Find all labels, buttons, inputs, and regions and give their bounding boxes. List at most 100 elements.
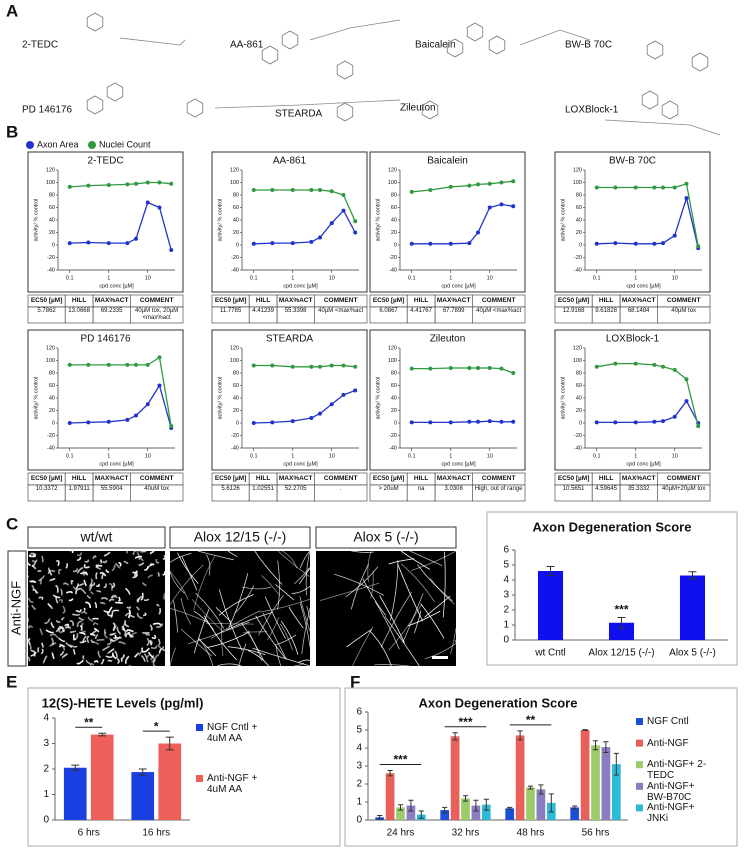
y-tick-label: 2 [43,764,49,775]
table-header-box: HILL [599,475,613,482]
table-value-box: 40µM <max%act [318,308,363,314]
chart-frame [211,329,368,471]
y-tick-label: -40 [389,445,397,451]
y-tick-label: 80 [49,370,55,376]
neurite [39,628,44,636]
table-header-box: EC50 [µM] [558,297,590,304]
neurite [261,575,281,597]
structure-ring [261,45,279,65]
table-header: MAX%ACT [621,475,656,482]
y-tick-label: 120 [230,345,239,351]
table-value: 40uM tox [144,486,169,492]
y-tick-label: 0 [356,815,362,826]
table-header-box: MAX%ACT [437,297,471,304]
legend-label: NGF Cntl + 4uM AA [207,722,258,744]
neurite [151,634,157,640]
neurite [109,583,113,591]
neurite [390,560,399,621]
column-header: Alox 12/15 (-/-) [194,529,287,545]
table-value-box: 55.5904 [101,486,123,492]
neurite [68,598,74,602]
neurite [127,632,134,638]
table-cell [130,306,184,324]
y-axis-label: activity/ % control [217,199,223,242]
neurite [78,616,85,621]
neurite [234,585,255,614]
x-axis-label: cpd conc [µM] [283,461,318,467]
neurite [92,555,97,560]
neurite [87,616,94,623]
fit-line [253,189,356,222]
y-tick-label: 20 [233,408,239,414]
error-bar [548,793,554,813]
neurite [82,570,86,576]
structure-ring [421,100,439,120]
y-tick-label: 60 [233,383,239,389]
neurite [294,662,305,667]
error-bar [377,815,383,820]
y-tick-label: -20 [231,255,239,261]
neurite [65,563,69,569]
neurite [31,604,37,611]
neurite [94,634,99,639]
table-header: HILL [255,297,271,304]
legend-swatch [196,724,203,731]
x-axis-label: cpd conc [µM] [441,461,476,467]
error-bar [538,784,544,795]
neurite [38,596,44,601]
neurite [132,571,138,574]
table-header: EC50 [µM] [372,475,405,482]
y-tick-label: 40 [391,395,397,401]
y-tick-label: 0 [579,420,582,426]
x-tick-label: 10 [329,275,335,281]
neurite [134,570,138,576]
structure-ring [466,22,484,42]
neurite [177,552,199,584]
bar [580,730,590,820]
x-tick-label: 10 [145,453,151,459]
column-header-box [27,526,166,549]
neurite [297,659,311,663]
table-value: 4.59645 [595,486,617,492]
neurite [141,647,144,652]
row-header-box [7,550,27,667]
neurite [75,587,81,595]
table-value: High, out of range [474,486,523,492]
chart-frame [27,151,184,293]
neurite [30,651,37,657]
neurite [78,582,84,587]
neurite [122,628,127,637]
table-header-box: COMMENT [667,475,701,482]
x-tick-label: wt Cntl [534,648,566,659]
y-tick-label: 20 [49,230,55,236]
table-header-box: EC50 [µM] [31,297,63,304]
table-value: > 20uM [378,486,399,492]
legend-swatch [636,761,643,769]
table-cell [313,484,368,502]
neurite [400,550,431,570]
neurite [374,601,400,650]
neurite [203,615,237,661]
x-tick-label: 1 [291,453,294,459]
bar [406,805,416,820]
table-header: HILL [413,475,429,482]
y-tick-label: 40 [49,395,55,401]
table-header: COMMENT [666,297,701,304]
neurite [103,551,111,557]
neurite [143,598,150,602]
neurite [414,610,422,634]
structure-bond [604,119,721,136]
legend-label-box: Anti-NGF [647,738,689,749]
neurite [41,555,44,563]
error-bar [397,804,404,811]
neurite [124,655,130,665]
neurite [193,556,216,611]
neurite [110,595,118,599]
table-header-box: EC50 [µM] [558,475,590,482]
legend-swatch [26,141,34,149]
column-header: wt/wt [80,529,113,545]
neurite [252,647,311,667]
error-bar [688,571,697,580]
bar [505,808,515,820]
